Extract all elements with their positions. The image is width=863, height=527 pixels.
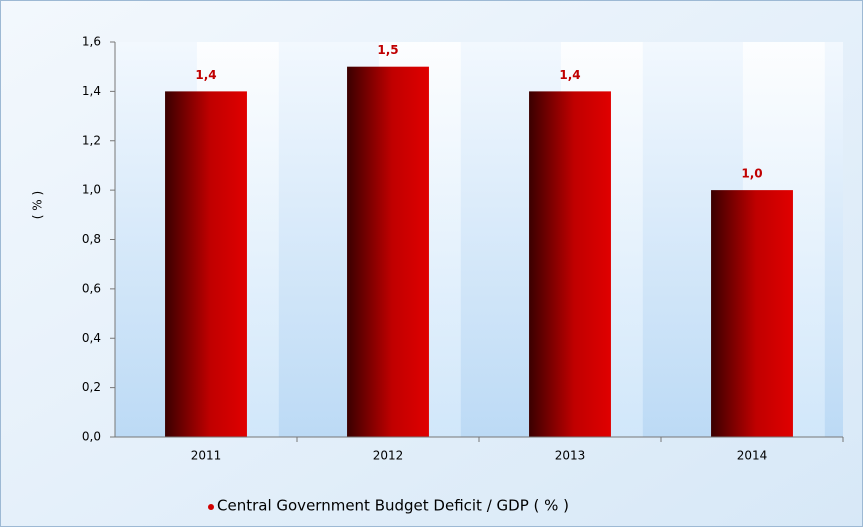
y-axis-label: ( % )	[31, 191, 45, 219]
y-tick-label: 1,4	[82, 84, 101, 98]
value-label: 1,0	[741, 167, 762, 181]
x-tick-label: 2013	[555, 449, 586, 463]
value-label: 1,4	[559, 68, 580, 82]
legend-label: Central Government Budget Deficit / GDP …	[217, 497, 569, 515]
y-tick-label: 0,4	[82, 331, 101, 345]
x-tick-label: 2012	[373, 449, 404, 463]
bar	[347, 66, 429, 437]
legend-marker	[208, 504, 214, 510]
x-tick-label: 2014	[737, 449, 768, 463]
bar	[165, 91, 247, 437]
y-tick-label: 0,8	[82, 232, 101, 246]
y-tick-label: 0,6	[82, 281, 101, 295]
y-tick-label: 1,2	[82, 133, 101, 147]
value-label: 1,5	[377, 43, 398, 57]
y-tick-label: 0,0	[82, 430, 101, 444]
y-tick-label: 1,6	[82, 35, 101, 49]
y-tick-label: 1,0	[82, 183, 101, 197]
x-tick-label: 2011	[191, 449, 222, 463]
bar	[529, 91, 611, 437]
value-label: 1,4	[195, 68, 216, 82]
bar	[711, 190, 793, 437]
y-tick-label: 0,2	[82, 380, 101, 394]
